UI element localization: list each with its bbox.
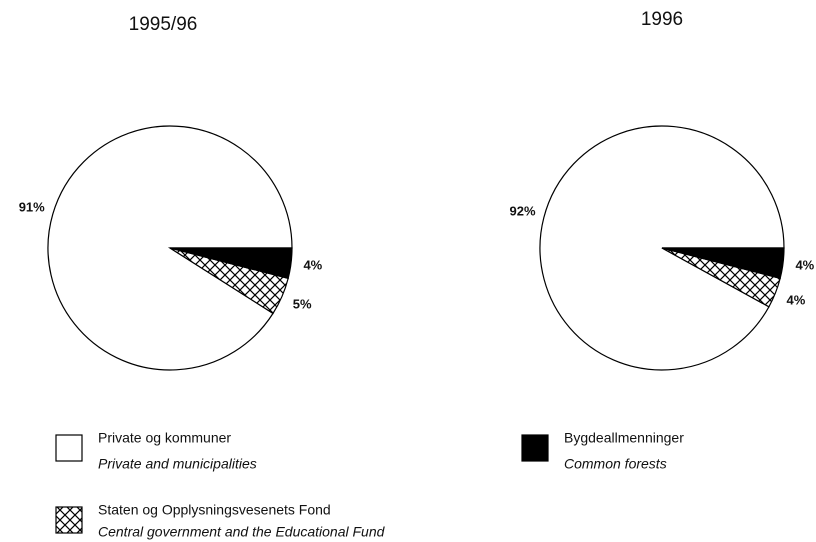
value-label: 4%	[795, 257, 814, 272]
pie-slice	[661, 247, 785, 280]
value-label: 91%	[19, 199, 45, 214]
value-label: 4%	[786, 292, 805, 307]
legend-translation: Private and municipalities	[98, 456, 257, 472]
value-label: 92%	[510, 204, 536, 219]
legend-swatch	[55, 506, 83, 534]
legend-translation: Central government and the Educational F…	[98, 524, 386, 540]
legend-swatch	[521, 434, 549, 462]
legend-label: Bygdeallmenninger	[564, 430, 684, 446]
legend-swatch	[55, 434, 83, 462]
legend-label: Private og kommuner	[98, 430, 231, 446]
legend-label: Staten og Opplysningsvesenets Fond	[98, 502, 331, 518]
chart-title: 1995/96	[129, 14, 198, 35]
value-label: 4%	[303, 257, 322, 272]
legend-translation: Common forests	[564, 456, 667, 472]
chart-title: 1996	[641, 9, 683, 30]
pie-slice	[169, 247, 293, 280]
value-label: 5%	[293, 297, 312, 312]
